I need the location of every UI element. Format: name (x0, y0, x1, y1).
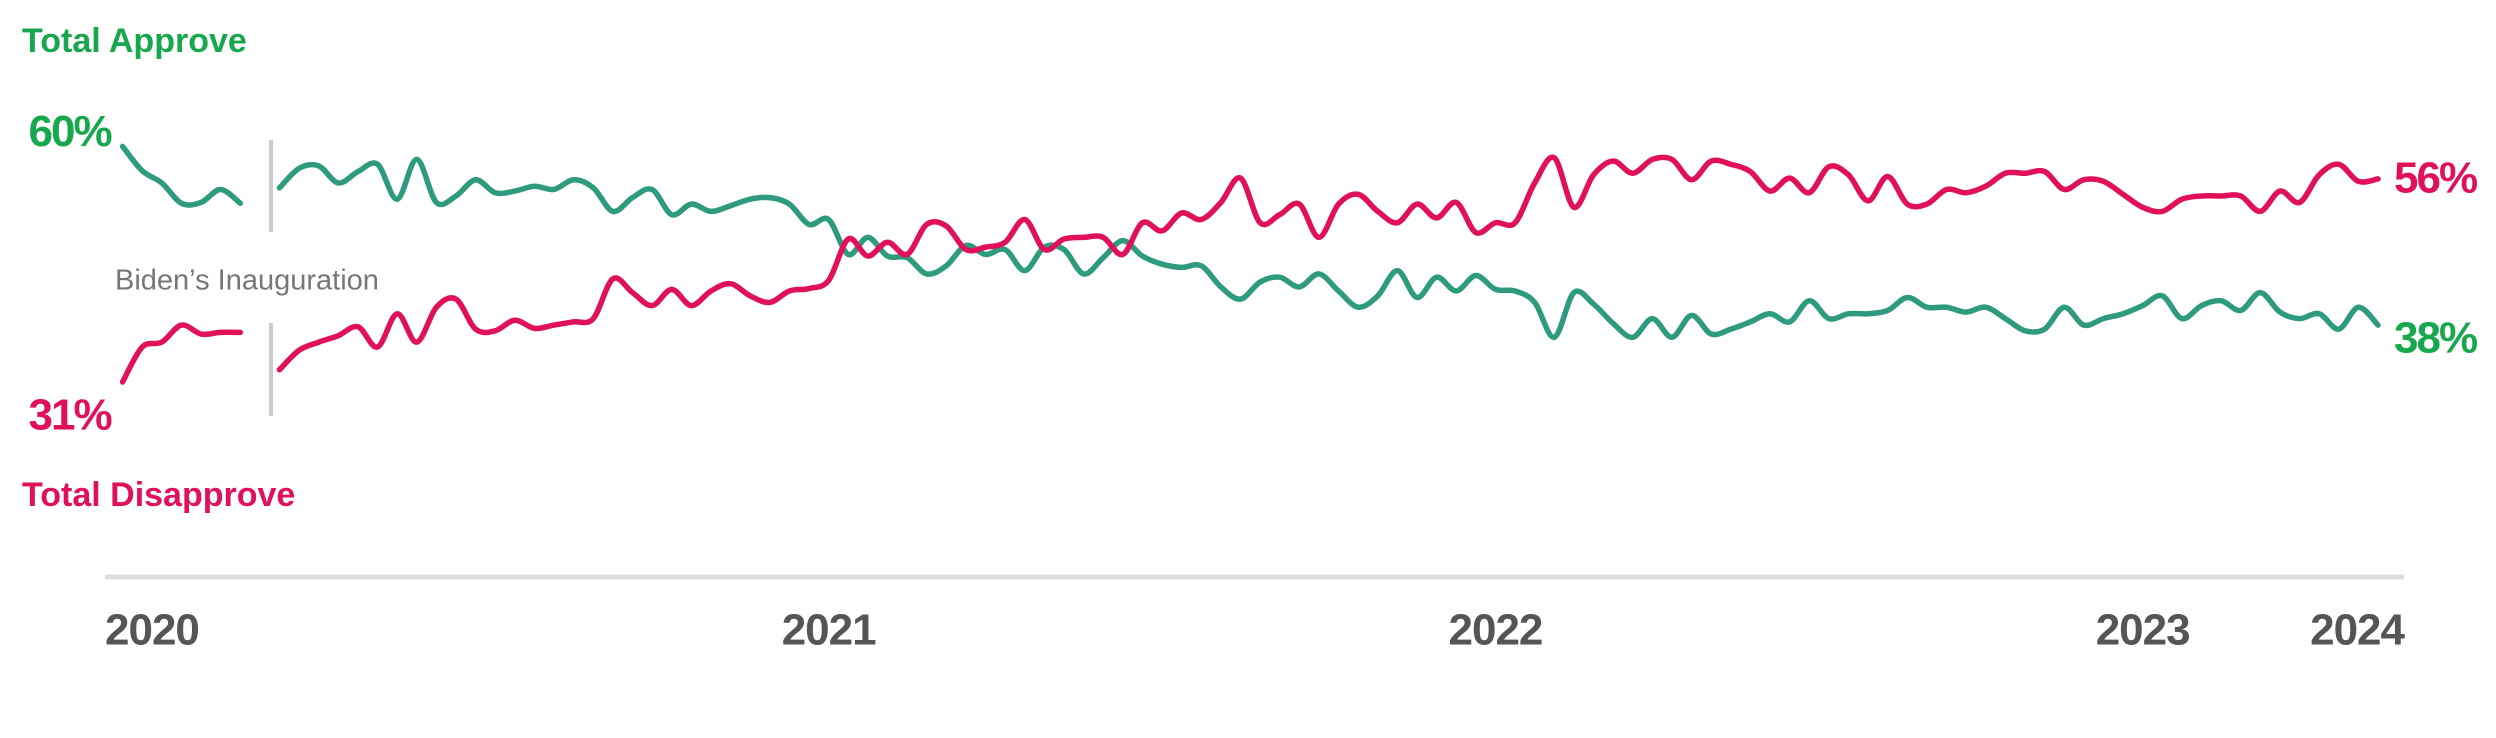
value-label: 60% (29, 107, 112, 156)
x-tick-label: 2024 (2310, 606, 2405, 655)
x-tick-label: 2022 (1449, 606, 1543, 655)
value-label: 31% (29, 391, 112, 440)
series-line (119, 143, 2381, 341)
x-tick-label: 2023 (2096, 606, 2190, 655)
x-tick-label: 2020 (105, 606, 199, 655)
approve-label: Total Approve (22, 22, 247, 60)
disapprove-label: Total Disapprove (22, 476, 295, 514)
x-tick-label: 2021 (782, 606, 876, 655)
annotation: Biden’s Inauguration (115, 265, 379, 297)
value-label: 38% (2394, 314, 2477, 363)
value-label: 56% (2394, 154, 2477, 203)
series-line (119, 154, 2381, 385)
